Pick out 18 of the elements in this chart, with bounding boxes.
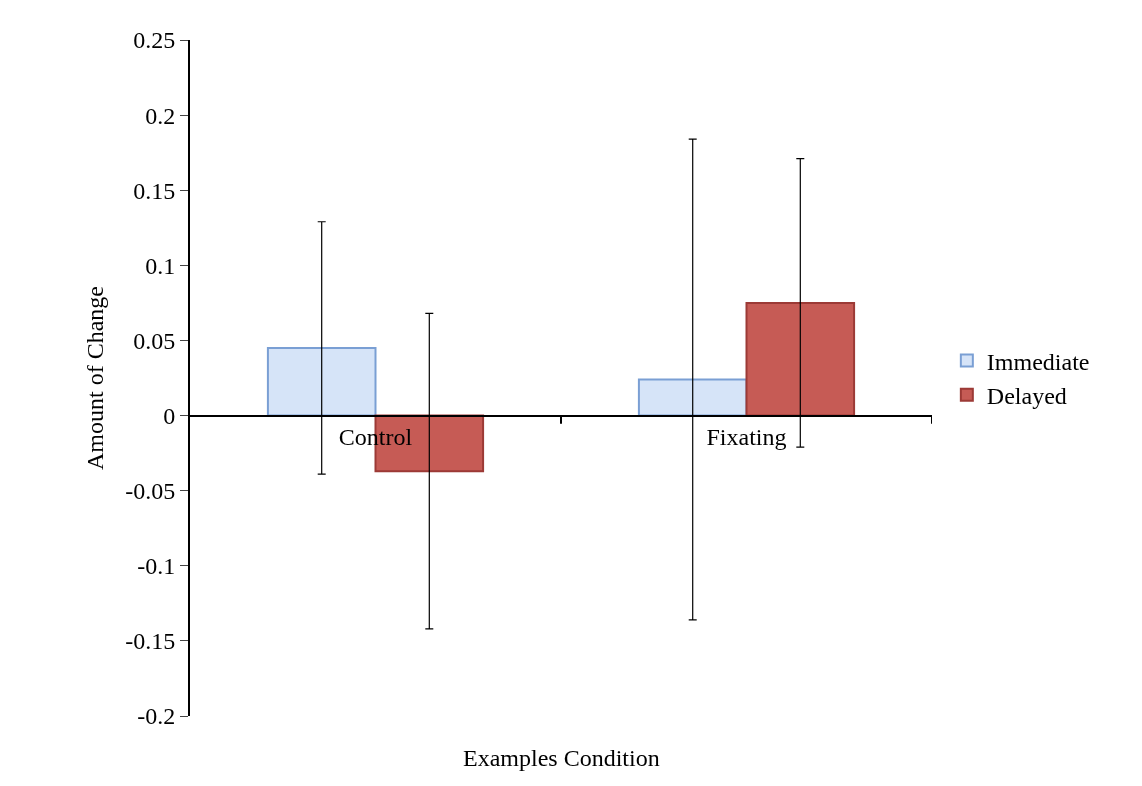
y-tick-label: -0.2	[137, 703, 176, 730]
y-tick-label: 0	[163, 402, 176, 429]
y-tick-label: 0.05	[133, 327, 176, 354]
y-tick-label: -0.05	[125, 478, 176, 505]
legend-label: Immediate	[986, 348, 1090, 375]
x-tick-label: Fixating	[706, 424, 787, 451]
y-axis-title: Amount of Change	[81, 286, 108, 470]
bar	[745, 301, 856, 417]
y-tick-label: 0.1	[145, 252, 176, 279]
y-tick-label: 0.15	[133, 177, 176, 204]
bar	[637, 378, 748, 417]
bar	[266, 346, 377, 417]
y-tick-label: -0.15	[125, 628, 176, 655]
legend-label: Delayed	[986, 383, 1067, 410]
y-tick-label: 0.2	[145, 102, 176, 129]
y-tick-label: -0.1	[137, 553, 176, 580]
y-tick-label: 0.25	[133, 27, 176, 54]
x-axis-title: Examples Condition	[463, 745, 660, 771]
